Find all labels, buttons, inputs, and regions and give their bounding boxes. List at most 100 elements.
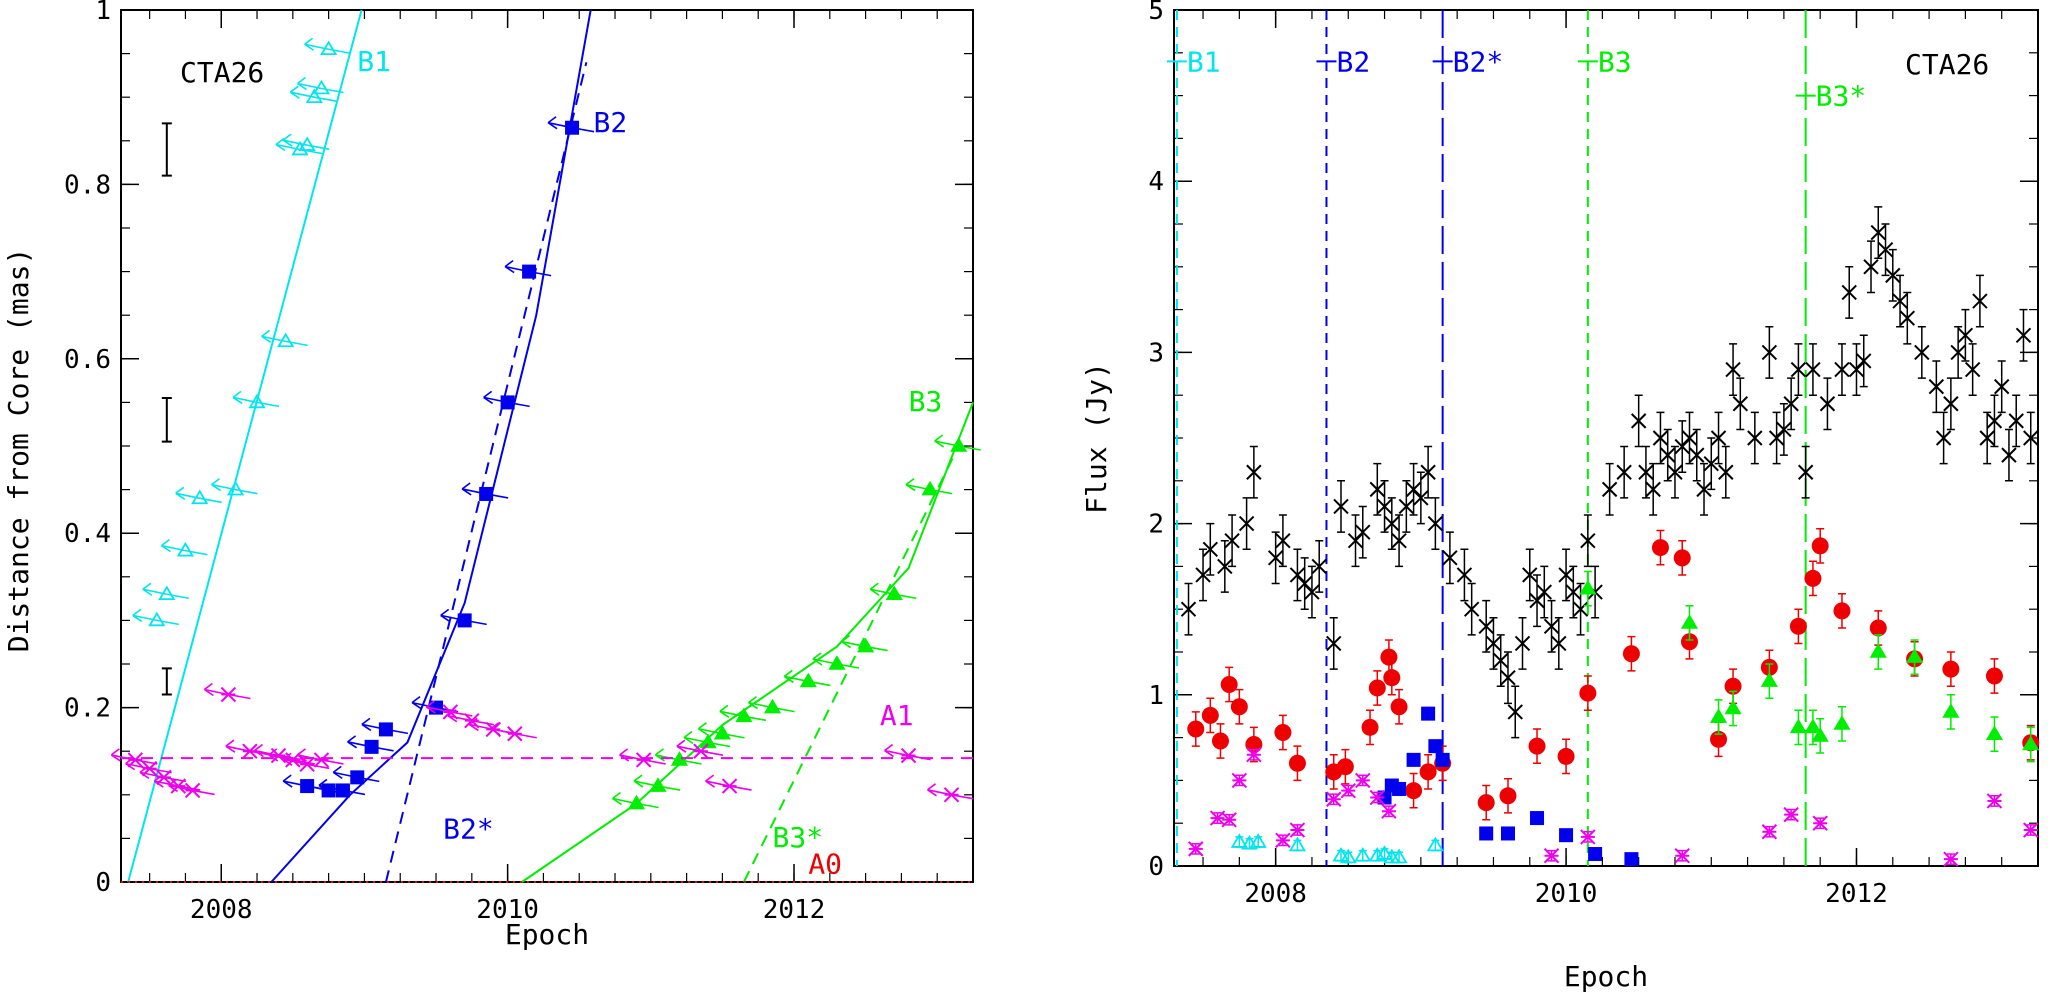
left-series-label-b3: B3: [909, 385, 943, 418]
left-vector-a1: [139, 765, 187, 783]
right-point-total: [1681, 430, 1698, 446]
right-point-b3: [1942, 703, 1960, 718]
right-point-a1: [1221, 812, 1237, 828]
right-point-total: [1398, 498, 1415, 515]
right-point-total: [1246, 464, 1262, 480]
right-vline-label-b1: B1: [1187, 45, 1221, 78]
right-point-a1: [1289, 822, 1306, 838]
left-vector-a1: [225, 739, 273, 756]
right-point-total: [1224, 533, 1240, 549]
right-point-total: [1660, 447, 1676, 463]
right-point-total: [1522, 567, 1538, 583]
right-y-tick-label: 1: [1148, 681, 1164, 711]
right-point-b3: [1760, 672, 1778, 687]
right-y-tick-label: 0: [1148, 852, 1164, 882]
left-series-label-a0: A0: [808, 847, 842, 880]
right-point-total: [1943, 396, 1959, 412]
right-point-a0: [1187, 720, 1205, 738]
right-point-total: [1311, 558, 1327, 575]
right-point-b2: [1406, 752, 1421, 767]
left-vector-b3: [612, 791, 659, 809]
left-x-axis-label: Epoch: [505, 918, 589, 951]
right-point-total: [1645, 481, 1661, 498]
left-point-b3: [950, 437, 968, 452]
right-point-total: [1710, 430, 1727, 446]
right-point-total: [1747, 430, 1763, 446]
left-vector-b3: [812, 652, 860, 669]
right-point-a0: [1477, 794, 1495, 812]
right-point-total: [1463, 601, 1480, 617]
right-point-total: [1914, 344, 1930, 361]
right-point-a0: [1833, 602, 1851, 620]
left-point-b2: [500, 395, 515, 410]
left-point-b1: [320, 40, 338, 56]
right-point-a0: [1651, 539, 1669, 557]
right-point-total: [1732, 396, 1749, 412]
left-point-b2: [457, 613, 472, 628]
right-point-a0: [1274, 723, 1292, 741]
left-point-b1: [226, 480, 245, 496]
left-panel: 2008 2010 2012 0 0.2 0.4 0.6 0.8 1 B1 B2 B2* B3 B3* A1…: [2, 0, 981, 951]
right-point-b1: [1288, 836, 1307, 852]
left-point-b3: [735, 707, 753, 723]
right-point-total: [1957, 327, 1974, 343]
right-point-total: [1536, 584, 1552, 600]
right-point-a1: [1188, 841, 1204, 857]
right-point-total: [1834, 361, 1850, 378]
left-point-a1: [900, 747, 917, 764]
right-point-total: [1275, 533, 1291, 549]
left-point-b1: [176, 541, 195, 557]
right-point-total: [1877, 241, 1894, 258]
right-point-a1: [1543, 848, 1560, 864]
right-point-a0: [1804, 569, 1822, 587]
left-fit-b2-star: [384, 62, 588, 883]
left-vector-b3: [934, 434, 981, 451]
right-point-a0: [1579, 684, 1597, 702]
left-vector-b2: [361, 717, 409, 735]
left-point-a1: [507, 726, 523, 742]
left-vector-b2: [547, 116, 595, 133]
right-point-total: [1979, 430, 1995, 446]
right-point-total: [1899, 310, 1916, 326]
right-point-b3: [1833, 715, 1851, 730]
left-vector-b1: [132, 608, 179, 626]
right-point-total: [1972, 293, 1988, 309]
right-point-a0: [1380, 648, 1398, 666]
right-point-a0: [1985, 667, 2003, 685]
left-vector-a1: [296, 748, 344, 765]
right-point-total: [1601, 481, 1618, 498]
left-y-axis-label: Distance from Core (mas): [2, 248, 35, 653]
left-fit-b3: [521, 402, 974, 883]
right-point-total: [1420, 464, 1436, 480]
left-point-a1: [693, 743, 709, 759]
left-y-tick-label: 0: [95, 868, 111, 898]
left-vector-b1: [289, 85, 337, 102]
left-vector-a1: [153, 774, 201, 791]
right-point-b2: [1500, 826, 1515, 841]
left-series-label-b2: B2: [594, 106, 628, 139]
right-point-a0: [1557, 747, 1575, 765]
left-point-a1: [635, 752, 652, 768]
right-y-tick-label: 4: [1148, 167, 1164, 197]
left-point-b2: [565, 120, 580, 135]
right-point-total: [1652, 430, 1669, 446]
right-point-a0: [1288, 754, 1306, 772]
right-point-b1: [1339, 848, 1357, 864]
right-point-a1: [1355, 772, 1371, 789]
left-vector-b1: [142, 582, 189, 600]
right-point-a1: [1231, 772, 1248, 789]
left-vector-b3: [748, 695, 795, 713]
right-point-total: [1819, 396, 1836, 412]
left-vector-a1: [203, 682, 251, 700]
right-point-total: [1776, 421, 1792, 438]
right-point-total: [1783, 396, 1799, 412]
right-point-b2: [1435, 752, 1450, 767]
right-point-a0: [1724, 677, 1742, 695]
left-series-label-b1: B1: [357, 45, 391, 78]
right-point-b1: [1426, 836, 1444, 852]
right-point-b3: [1804, 718, 1822, 734]
right-x-tick-label: 2012: [1825, 879, 1888, 909]
left-vector-b2: [483, 390, 530, 408]
left-vector-b2: [504, 259, 552, 277]
right-point-a1: [1369, 789, 1385, 806]
